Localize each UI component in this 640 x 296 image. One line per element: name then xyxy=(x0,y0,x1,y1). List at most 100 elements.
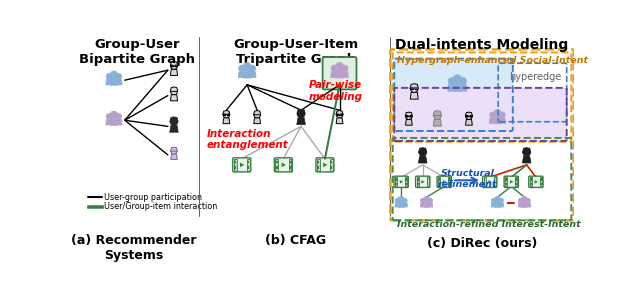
FancyBboxPatch shape xyxy=(504,176,518,187)
Bar xyxy=(396,183,397,185)
Circle shape xyxy=(110,111,118,118)
Polygon shape xyxy=(297,109,305,114)
Bar xyxy=(438,177,440,186)
FancyBboxPatch shape xyxy=(483,176,497,187)
Bar xyxy=(396,178,397,181)
FancyBboxPatch shape xyxy=(233,158,251,172)
Bar xyxy=(289,166,291,169)
Bar xyxy=(276,160,278,163)
Polygon shape xyxy=(410,92,419,99)
Polygon shape xyxy=(250,72,256,78)
Bar xyxy=(417,178,419,181)
Polygon shape xyxy=(406,119,412,125)
FancyBboxPatch shape xyxy=(275,158,292,172)
Circle shape xyxy=(410,85,418,92)
Circle shape xyxy=(223,112,230,118)
Polygon shape xyxy=(170,95,178,101)
Bar xyxy=(506,178,507,181)
Circle shape xyxy=(424,196,429,202)
Polygon shape xyxy=(465,119,472,125)
Circle shape xyxy=(171,148,177,154)
Polygon shape xyxy=(336,118,343,124)
Bar xyxy=(317,159,320,171)
Text: User/Group-item interaction: User/Group-item interaction xyxy=(104,202,217,211)
Bar xyxy=(505,177,508,186)
Polygon shape xyxy=(170,117,178,122)
FancyBboxPatch shape xyxy=(394,176,408,187)
Polygon shape xyxy=(331,72,337,78)
Polygon shape xyxy=(410,84,419,89)
Polygon shape xyxy=(489,118,495,123)
Circle shape xyxy=(110,71,118,78)
Bar xyxy=(438,183,440,185)
Circle shape xyxy=(403,198,407,203)
Circle shape xyxy=(466,113,472,120)
Text: (b) CFAG: (b) CFAG xyxy=(265,234,326,247)
Text: (c) DiRec (ours): (c) DiRec (ours) xyxy=(427,237,537,250)
Circle shape xyxy=(453,75,462,83)
Polygon shape xyxy=(460,85,467,91)
Polygon shape xyxy=(398,202,404,207)
Circle shape xyxy=(106,73,112,80)
Polygon shape xyxy=(419,156,427,163)
Circle shape xyxy=(243,62,252,71)
Polygon shape xyxy=(342,72,348,78)
Circle shape xyxy=(335,62,344,71)
Circle shape xyxy=(419,149,427,156)
Bar xyxy=(530,183,532,185)
Bar xyxy=(484,183,486,185)
Bar xyxy=(427,183,428,185)
Polygon shape xyxy=(282,163,286,167)
Circle shape xyxy=(249,65,255,72)
Polygon shape xyxy=(534,180,538,184)
Polygon shape xyxy=(223,111,230,115)
Polygon shape xyxy=(443,180,446,184)
Text: Hypergraph-enhanced Social-Intent: Hypergraph-enhanced Social-Intent xyxy=(397,56,588,65)
Polygon shape xyxy=(499,203,504,207)
Circle shape xyxy=(297,110,305,118)
Bar xyxy=(247,159,250,171)
Circle shape xyxy=(460,78,467,85)
Text: User-group participation: User-group participation xyxy=(104,193,202,202)
Polygon shape xyxy=(488,180,492,184)
Circle shape xyxy=(428,198,433,203)
Bar xyxy=(540,177,542,186)
Circle shape xyxy=(518,198,523,203)
Bar xyxy=(540,183,541,185)
Circle shape xyxy=(499,112,505,118)
Bar xyxy=(530,177,532,186)
Bar xyxy=(247,160,250,163)
Circle shape xyxy=(170,88,177,95)
Polygon shape xyxy=(522,202,527,207)
Polygon shape xyxy=(448,85,455,91)
Polygon shape xyxy=(253,111,260,115)
Circle shape xyxy=(341,65,348,72)
Polygon shape xyxy=(243,71,252,78)
Polygon shape xyxy=(395,203,399,207)
Circle shape xyxy=(420,198,425,203)
Bar xyxy=(530,178,532,181)
Bar xyxy=(395,177,397,186)
Bar xyxy=(330,160,332,163)
Bar xyxy=(427,178,428,181)
Polygon shape xyxy=(465,112,472,116)
Bar xyxy=(234,160,236,163)
Bar xyxy=(506,183,507,185)
FancyBboxPatch shape xyxy=(437,176,451,187)
Polygon shape xyxy=(526,203,531,207)
Circle shape xyxy=(495,196,500,202)
Polygon shape xyxy=(170,126,179,132)
Polygon shape xyxy=(419,148,427,152)
Circle shape xyxy=(499,198,504,203)
Polygon shape xyxy=(106,120,112,125)
FancyBboxPatch shape xyxy=(529,176,543,187)
Text: Group-User
Bipartite Graph: Group-User Bipartite Graph xyxy=(79,38,195,66)
Bar xyxy=(449,183,450,185)
Circle shape xyxy=(395,198,400,203)
Circle shape xyxy=(523,149,531,156)
Bar xyxy=(330,166,332,169)
Polygon shape xyxy=(297,118,305,125)
Polygon shape xyxy=(522,156,531,163)
Bar xyxy=(317,166,319,169)
Bar xyxy=(515,183,517,185)
